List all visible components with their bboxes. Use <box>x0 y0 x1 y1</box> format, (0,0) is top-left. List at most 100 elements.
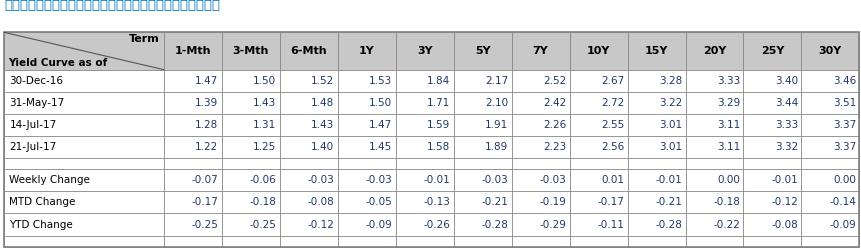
Text: 21-Jul-17: 21-Jul-17 <box>9 142 57 152</box>
Bar <box>684 191 742 213</box>
Text: -0.01: -0.01 <box>654 175 681 185</box>
Bar <box>4 213 164 236</box>
Bar <box>4 114 164 136</box>
Text: -0.01: -0.01 <box>771 175 797 185</box>
Bar <box>395 114 453 136</box>
Bar <box>569 158 627 169</box>
Text: -0.21: -0.21 <box>654 197 681 207</box>
Text: -0.22: -0.22 <box>712 220 739 230</box>
Text: Term: Term <box>128 34 159 44</box>
Text: 1.50: 1.50 <box>253 76 276 86</box>
Bar <box>511 236 569 247</box>
Text: Yield Curve as of: Yield Curve as of <box>9 58 108 68</box>
Text: 3.28: 3.28 <box>658 76 681 86</box>
Bar <box>279 169 338 191</box>
Bar <box>742 213 801 236</box>
Bar <box>453 169 511 191</box>
Text: 5Y: 5Y <box>474 46 490 56</box>
Bar <box>801 32 858 70</box>
Bar <box>338 136 395 158</box>
Bar <box>453 32 511 70</box>
Bar <box>511 158 569 169</box>
Bar <box>395 158 453 169</box>
Bar <box>684 136 742 158</box>
Bar <box>742 70 801 92</box>
Text: -0.28: -0.28 <box>480 220 507 230</box>
Text: 3.01: 3.01 <box>658 142 681 152</box>
Bar <box>279 213 338 236</box>
Bar <box>627 136 684 158</box>
Bar <box>569 213 627 236</box>
Bar <box>338 92 395 114</box>
Text: 1.43: 1.43 <box>253 98 276 108</box>
Text: 2.42: 2.42 <box>542 98 566 108</box>
Bar <box>801 70 858 92</box>
Text: -0.26: -0.26 <box>423 220 449 230</box>
Bar <box>742 92 801 114</box>
Text: -0.09: -0.09 <box>828 220 855 230</box>
Bar <box>511 70 569 92</box>
Bar <box>279 70 338 92</box>
Bar <box>338 191 395 213</box>
Bar <box>4 70 164 92</box>
Text: -0.28: -0.28 <box>654 220 681 230</box>
Text: -0.14: -0.14 <box>828 197 855 207</box>
Text: 1.47: 1.47 <box>195 76 218 86</box>
Bar <box>338 32 395 70</box>
Bar <box>338 213 395 236</box>
Text: -0.29: -0.29 <box>539 220 566 230</box>
Bar <box>742 169 801 191</box>
Text: 3.40: 3.40 <box>774 76 797 86</box>
Bar <box>395 236 453 247</box>
Text: 2.72: 2.72 <box>600 98 623 108</box>
Bar <box>221 70 279 92</box>
Text: 1.47: 1.47 <box>369 120 392 130</box>
Text: 3.44: 3.44 <box>774 98 797 108</box>
Bar <box>395 169 453 191</box>
Text: 2.17: 2.17 <box>485 76 507 86</box>
Bar <box>742 191 801 213</box>
Bar <box>279 236 338 247</box>
Bar <box>627 70 684 92</box>
Bar <box>453 213 511 236</box>
Text: -0.18: -0.18 <box>249 197 276 207</box>
Bar <box>742 32 801 70</box>
Text: 1-Mth: 1-Mth <box>174 46 211 56</box>
Text: -0.06: -0.06 <box>249 175 276 185</box>
Bar <box>395 70 453 92</box>
Text: 1.71: 1.71 <box>426 98 449 108</box>
Text: 2.10: 2.10 <box>485 98 507 108</box>
Text: 0.00: 0.00 <box>716 175 739 185</box>
Bar <box>164 92 221 114</box>
Bar <box>338 169 395 191</box>
Bar <box>627 92 684 114</box>
Bar <box>221 92 279 114</box>
Text: 3.37: 3.37 <box>832 120 855 130</box>
Text: 1.25: 1.25 <box>253 142 276 152</box>
Bar <box>569 114 627 136</box>
Text: -0.25: -0.25 <box>249 220 276 230</box>
Bar <box>453 114 511 136</box>
Bar <box>511 32 569 70</box>
Text: 1.50: 1.50 <box>369 98 392 108</box>
Text: 1.91: 1.91 <box>485 120 507 130</box>
Text: 10Y: 10Y <box>586 46 610 56</box>
Text: 30-Dec-16: 30-Dec-16 <box>9 76 64 86</box>
Text: 2.26: 2.26 <box>542 120 566 130</box>
Bar <box>569 136 627 158</box>
Bar <box>164 213 221 236</box>
Bar <box>395 213 453 236</box>
Bar <box>801 92 858 114</box>
Bar <box>164 114 221 136</box>
Text: 14-Jul-17: 14-Jul-17 <box>9 120 57 130</box>
Bar <box>338 236 395 247</box>
Bar <box>684 213 742 236</box>
Bar <box>511 136 569 158</box>
Text: 3.29: 3.29 <box>716 98 739 108</box>
Bar <box>279 158 338 169</box>
Text: 20Y: 20Y <box>702 46 725 56</box>
Bar <box>684 92 742 114</box>
Text: -0.12: -0.12 <box>771 197 797 207</box>
Text: -0.03: -0.03 <box>539 175 566 185</box>
Text: -0.25: -0.25 <box>191 220 218 230</box>
